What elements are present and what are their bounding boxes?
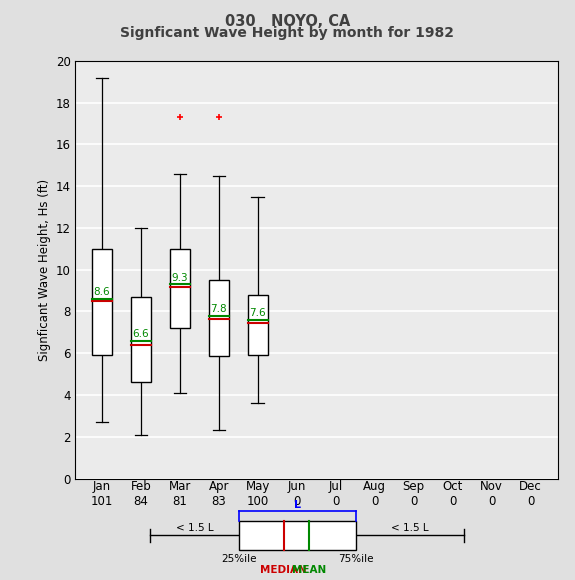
Text: 25%ile: 25%ile: [222, 554, 257, 564]
Y-axis label: Signficant Wave Height, Hs (ft): Signficant Wave Height, Hs (ft): [39, 179, 51, 361]
Text: 7.8: 7.8: [210, 304, 227, 314]
Text: 7.6: 7.6: [249, 308, 266, 318]
Text: < 1.5 L: < 1.5 L: [176, 523, 213, 533]
Bar: [248, 295, 267, 356]
Bar: [239, 521, 356, 550]
Text: 75%ile: 75%ile: [338, 554, 374, 564]
Text: < 1.5 L: < 1.5 L: [391, 523, 429, 533]
Text: 8.6: 8.6: [93, 287, 110, 298]
Text: MEDIAN: MEDIAN: [260, 566, 307, 575]
Text: 9.3: 9.3: [171, 273, 187, 282]
Text: 030   NOYO, CA: 030 NOYO, CA: [225, 14, 350, 30]
Text: 6.6: 6.6: [132, 329, 148, 339]
Bar: [170, 249, 190, 328]
Bar: [92, 249, 112, 356]
Bar: [131, 297, 151, 382]
Text: MEAN: MEAN: [292, 566, 327, 575]
Bar: [209, 280, 229, 356]
Text: Signficant Wave Height by month for 1982: Signficant Wave Height by month for 1982: [121, 26, 454, 40]
Text: L: L: [294, 500, 301, 510]
